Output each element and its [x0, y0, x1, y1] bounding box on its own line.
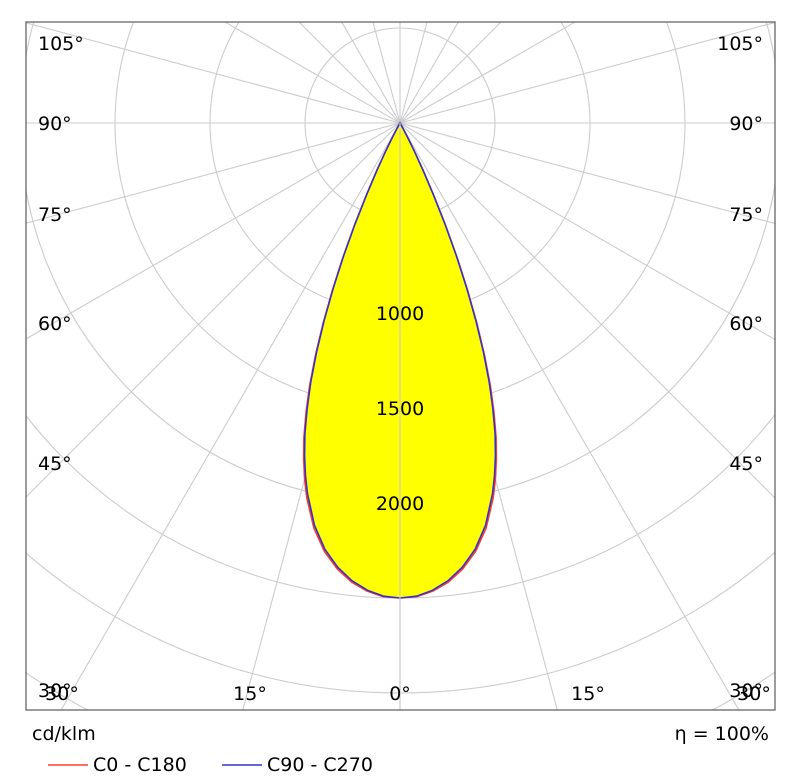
- angle-label-bottom-1: 15°: [233, 683, 267, 705]
- angle-label-bottom-2: 0°: [389, 683, 411, 705]
- legend: C0 - C180 C90 - C270: [48, 754, 373, 776]
- distribution-curves: [302, 121, 498, 710]
- angle-label-bottom-3: 15°: [571, 683, 605, 705]
- radial-tick-labels: 1000 1500 2000: [376, 303, 424, 515]
- angle-label-right-45: 45°: [729, 453, 763, 475]
- angle-label-left-105: 105°: [38, 33, 84, 55]
- radial-label-1000: 1000: [376, 303, 424, 325]
- legend-label-c90-c270: C90 - C270: [267, 754, 373, 776]
- angle-label-right-105: 105°: [717, 33, 763, 55]
- angle-label-bottom-0: 30°: [45, 683, 79, 705]
- legend-label-c0-c180: C0 - C180: [93, 754, 187, 776]
- angle-label-right-60: 60°: [729, 313, 763, 335]
- radial-label-1500: 1500: [376, 398, 424, 420]
- angle-label-left-45: 45°: [38, 453, 72, 475]
- angle-label-left-75: 75°: [38, 204, 72, 226]
- angle-label-right-75: 75°: [729, 204, 763, 226]
- radial-label-2000: 2000: [376, 493, 424, 515]
- unit-label: cd/klm: [32, 723, 96, 745]
- angle-label-left-30: 30°: [38, 680, 72, 702]
- plot-frame: [25, 21, 776, 711]
- angle-label-right-90: 90°: [729, 113, 763, 135]
- angle-label-right-30: 30°: [729, 680, 763, 702]
- angle-label-left-90: 90°: [38, 113, 72, 135]
- angle-label-bottom-4: 30°: [737, 683, 771, 705]
- angle-label-left-60: 60°: [38, 313, 72, 335]
- efficiency-label: η = 100%: [675, 723, 769, 745]
- angle-tick-labels: 105° 105°90° 90°75° 75°60° 60°45° 45°30° 30°30…: [38, 33, 771, 705]
